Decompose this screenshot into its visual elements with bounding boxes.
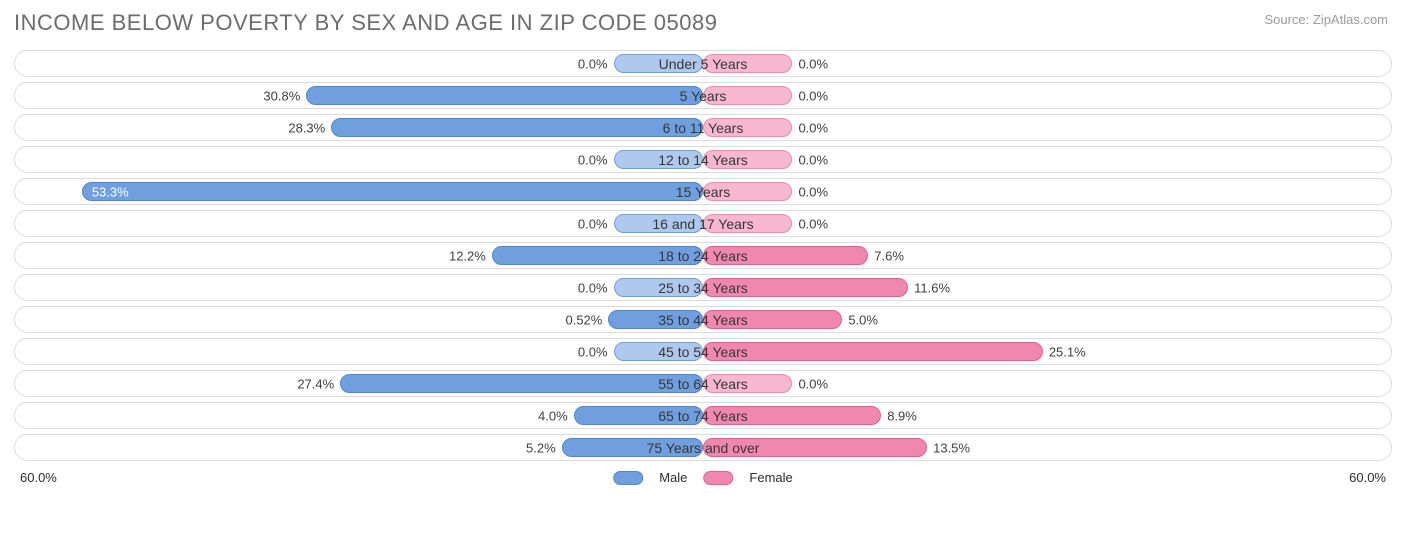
male-value-label: 27.4% [297, 376, 334, 391]
male-value-label: 30.8% [263, 88, 300, 103]
male-value-label: 12.2% [449, 248, 486, 263]
male-value-label: 0.52% [565, 312, 602, 327]
age-group-label: 6 to 11 Years [663, 120, 744, 136]
axis-row: 60.0% 60.0% Male Female [14, 466, 1392, 494]
age-group-label: 25 to 34 Years [658, 280, 748, 296]
female-value-label: 0.0% [798, 152, 828, 167]
female-value-label: 11.6% [914, 280, 950, 295]
chart-plot-area: Under 5 Years0.0%0.0%5 Years30.8%0.0%6 t… [14, 50, 1392, 509]
female-value-label: 7.6% [874, 248, 904, 263]
male-value-label: 28.3% [288, 120, 325, 135]
age-group-label: 75 Years and over [647, 440, 760, 456]
female-value-label: 0.0% [798, 376, 828, 391]
age-group-label: 18 to 24 Years [658, 248, 748, 264]
chart-row: 25 to 34 Years 0.0% 11.6% [14, 274, 1392, 301]
male-value-label: 53.3% [92, 184, 129, 199]
female-value-label: 25.1% [1049, 344, 1086, 359]
age-group-label: 55 to 64 Years [658, 376, 748, 392]
legend-label-male: Male [659, 470, 687, 485]
female-value-label: 5.0% [848, 312, 878, 327]
axis-max-left: 60.0% [20, 470, 57, 485]
male-value-label: 0.0% [578, 216, 608, 231]
legend-swatch-female [703, 471, 733, 485]
chart-row: 65 to 74 Years 4.0% 8.9% [14, 402, 1392, 429]
legend-swatch-male [613, 471, 643, 485]
age-group-label: Under 5 Years [659, 56, 748, 72]
female-value-label: 0.0% [798, 88, 828, 103]
female-value-label: 13.5% [933, 440, 970, 455]
chart-row: 55 to 64 Years 27.4% 0.0% [14, 370, 1392, 397]
chart-row: 35 to 44 Years 0.52% 5.0% [14, 306, 1392, 333]
chart-row: 5 Years 30.8% 0.0% [14, 82, 1392, 109]
chart-row: 12 to 14 Years 0.0% 0.0% [14, 146, 1392, 173]
male-value-label: 5.2% [526, 440, 556, 455]
male-bar [340, 374, 703, 393]
male-value-label: 0.0% [578, 56, 608, 71]
age-group-label: 65 to 74 Years [658, 408, 748, 424]
chart-row: 16 and 17 Years 0.0% 0.0% [14, 210, 1392, 237]
age-group-label: 16 and 17 Years [652, 216, 753, 232]
male-value-label: 0.0% [578, 344, 608, 359]
chart-container: INCOME BELOW POVERTY BY SEX AND AGE IN Z… [0, 0, 1406, 559]
chart-title: INCOME BELOW POVERTY BY SEX AND AGE IN Z… [14, 10, 717, 36]
age-group-label: 15 Years [676, 184, 731, 200]
chart-row: 45 to 54 Years 0.0% 25.1% [14, 338, 1392, 365]
female-value-label: 8.9% [887, 408, 917, 423]
female-value-label: 0.0% [798, 56, 828, 71]
male-value-label: 4.0% [538, 408, 568, 423]
legend-label-female: Female [749, 470, 792, 485]
male-bar [331, 118, 703, 137]
age-group-label: 12 to 14 Years [658, 152, 748, 168]
male-bar [82, 182, 703, 201]
female-value-label: 0.0% [798, 216, 828, 231]
male-bar [306, 86, 703, 105]
female-bar [703, 342, 1043, 361]
chart-row: 75 Years and over 5.2% 13.5% [14, 434, 1392, 461]
female-value-label: 0.0% [798, 120, 828, 135]
age-group-label: 45 to 54 Years [658, 344, 748, 360]
female-value-label: 0.0% [798, 184, 828, 199]
axis-max-right: 60.0% [1349, 470, 1386, 485]
male-value-label: 0.0% [578, 280, 608, 295]
chart-row: 18 to 24 Years 12.2% 7.6% [14, 242, 1392, 269]
age-group-label: 35 to 44 Years [658, 312, 748, 328]
chart-row: 15 Years 53.3% 0.0% [14, 178, 1392, 205]
age-group-label: 5 Years [680, 88, 727, 104]
legend: Male Female [613, 470, 793, 485]
male-value-label: 0.0% [578, 152, 608, 167]
chart-source: Source: ZipAtlas.com [1264, 12, 1388, 27]
chart-row: Under 5 Years 0.0% 0.0% [14, 50, 1392, 77]
chart-row: 6 to 11 Years 28.3% 0.0% [14, 114, 1392, 141]
